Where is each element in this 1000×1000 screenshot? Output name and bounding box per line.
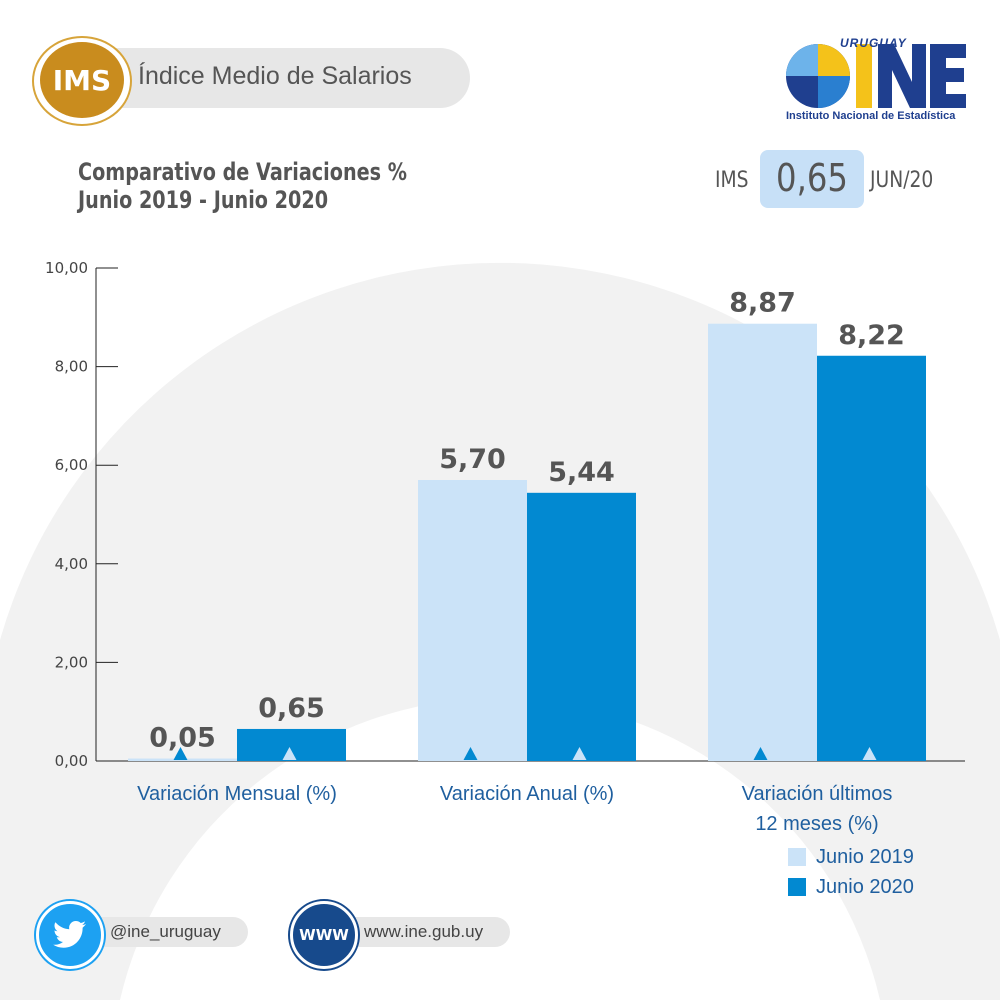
bar-2019 <box>708 323 817 761</box>
data-label: 0,65 <box>258 693 325 724</box>
bar-2020 <box>817 355 926 761</box>
ims-summary-label: IMS <box>715 168 749 193</box>
ims-summary-date: JUN/20 <box>870 168 934 193</box>
bar-marker <box>173 747 188 760</box>
data-label: 8,22 <box>838 320 905 351</box>
category-label: Variación últimos <box>742 783 893 805</box>
data-label: 0,05 <box>149 723 216 754</box>
ims-summary-value: 0,65 <box>776 156 848 200</box>
ims-badge: IMS <box>40 42 124 118</box>
bar-marker <box>463 747 478 760</box>
chart-subtitle: Junio 2019 - Junio 2020 <box>78 186 329 214</box>
bar-marker <box>572 747 587 760</box>
data-label: 5,70 <box>439 444 506 475</box>
logo-subtitle: Instituto Nacional de Estadística <box>786 110 956 122</box>
twitter-handle[interactable]: @ine_uruguay <box>110 922 221 941</box>
website-link[interactable]: WWW <box>290 901 358 969</box>
data-label: 5,44 <box>548 457 615 488</box>
chart-title: Comparativo de Variaciones % <box>78 158 407 186</box>
twitter-link[interactable] <box>36 901 104 969</box>
y-tick-label: 6,00 <box>55 456 88 474</box>
www-icon: WWW <box>299 926 349 944</box>
bar-2019 <box>418 479 527 761</box>
y-tick-label: 10,00 <box>45 259 88 277</box>
legend-swatch-2020 <box>788 878 806 896</box>
legend-item-2019: Junio 2019 <box>788 842 914 872</box>
twitter-pill <box>84 917 248 947</box>
data-label: 8,87 <box>729 288 796 319</box>
legend-label-2020: Junio 2020 <box>816 875 914 898</box>
ine-logo <box>786 44 966 108</box>
header-title: Índice Medio de Salarios <box>138 62 412 90</box>
legend-swatch-2019 <box>788 848 806 866</box>
twitter-icon <box>53 921 86 948</box>
bar-marker <box>862 747 877 760</box>
category-label: Variación Mensual (%) <box>137 783 337 805</box>
y-tick-label: 8,00 <box>55 358 88 376</box>
logo-top-text: URUGUAY <box>840 36 907 50</box>
bar-2020 <box>527 492 636 761</box>
y-tick-label: 2,00 <box>55 653 88 671</box>
legend-item-2020: Junio 2020 <box>788 872 914 902</box>
legend: Junio 2019 Junio 2020 <box>788 842 914 902</box>
ims-value-box <box>760 150 864 208</box>
bar-marker <box>753 747 768 760</box>
website-pill <box>338 917 510 947</box>
legend-label-2019: Junio 2019 <box>816 845 914 868</box>
y-tick-label: 4,00 <box>55 555 88 573</box>
y-tick-label: 0,00 <box>55 752 88 770</box>
chart-title-block: Comparativo de Variaciones % Junio 2019 … <box>78 158 407 214</box>
bar-marker <box>282 747 297 760</box>
website-url[interactable]: www.ine.gub.uy <box>364 922 484 941</box>
category-label: Variación Anual (%) <box>440 783 614 805</box>
category-label: 12 meses (%) <box>755 813 878 835</box>
